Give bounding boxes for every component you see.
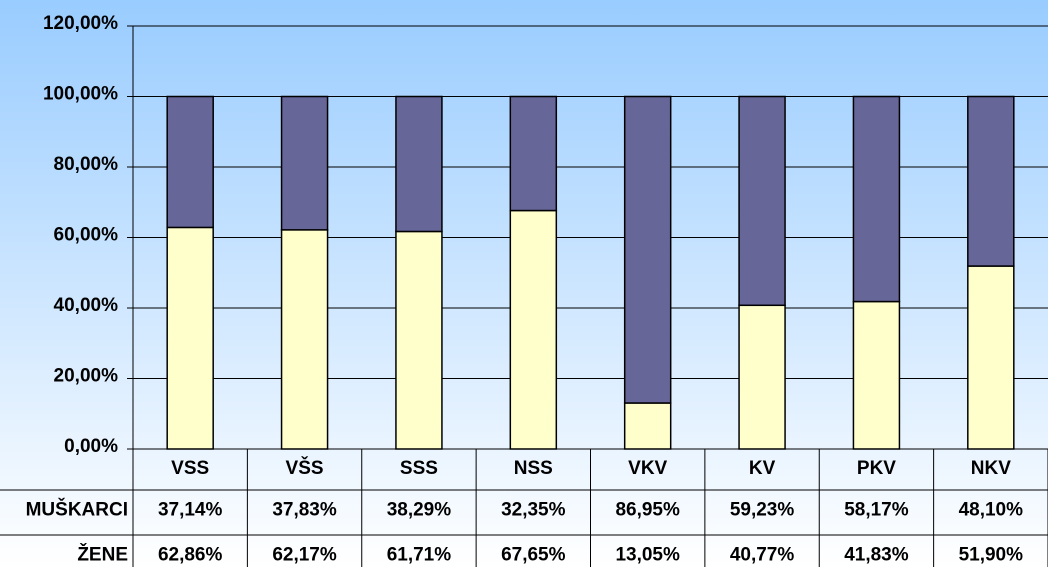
data-label: 37,14% — [158, 500, 223, 521]
x-tick-label: VKV — [628, 458, 667, 479]
x-tick-label: VŠS — [286, 457, 324, 479]
bar-segment — [623, 95, 672, 404]
data-label: 59,23% — [730, 500, 795, 521]
bar-segment — [738, 95, 786, 307]
x-tick-label: NKV — [971, 458, 1011, 479]
data-label: 48,10% — [959, 500, 1024, 521]
x-tick-label: SSS — [400, 458, 438, 479]
x-tick-label: VSS — [171, 458, 209, 479]
y-tick-label: 100,00% — [43, 84, 118, 105]
legend-label: ŽENE — [77, 544, 128, 566]
data-label: 32,35% — [501, 500, 566, 521]
y-tick-label: 80,00% — [54, 154, 119, 175]
y-tick-label: 20,00% — [54, 366, 119, 387]
data-label: 41,83% — [844, 545, 909, 566]
bar-segment — [395, 230, 443, 450]
bar-segment — [623, 402, 672, 450]
x-tick-label: KV — [749, 458, 776, 479]
data-label: 51,90% — [959, 545, 1024, 566]
data-label: 58,17% — [844, 500, 909, 521]
bar-segment — [509, 95, 558, 212]
bar-segment — [280, 95, 329, 231]
y-tick-label: 40,00% — [54, 295, 119, 316]
data-label: 38,29% — [387, 500, 452, 521]
bar-segment — [852, 95, 901, 303]
x-tick-label: NSS — [514, 458, 553, 479]
y-tick-label: 0,00% — [64, 436, 118, 457]
data-label: 37,83% — [272, 500, 337, 521]
data-label: 62,17% — [272, 545, 337, 566]
bar-segment — [967, 95, 1015, 267]
data-label: 40,77% — [730, 545, 795, 566]
y-tick-label: 60,00% — [54, 225, 119, 246]
bar-segment — [852, 300, 901, 450]
bar-segment — [967, 265, 1015, 450]
bar-segment — [166, 95, 214, 229]
bar-segment — [395, 95, 443, 233]
bar-segment — [738, 304, 786, 450]
legend-label: MUŠKARCI — [26, 499, 128, 521]
bar-segment — [509, 209, 558, 450]
data-label: 13,05% — [615, 545, 680, 566]
data-label: 62,86% — [158, 545, 223, 566]
data-label: 61,71% — [387, 545, 452, 566]
y-tick-label: 120,00% — [43, 13, 118, 34]
data-label: 86,95% — [615, 500, 680, 521]
x-tick-label: PKV — [857, 458, 896, 479]
data-label: 67,65% — [501, 545, 566, 566]
bar-segment — [166, 226, 214, 450]
bar-segment — [280, 229, 329, 450]
